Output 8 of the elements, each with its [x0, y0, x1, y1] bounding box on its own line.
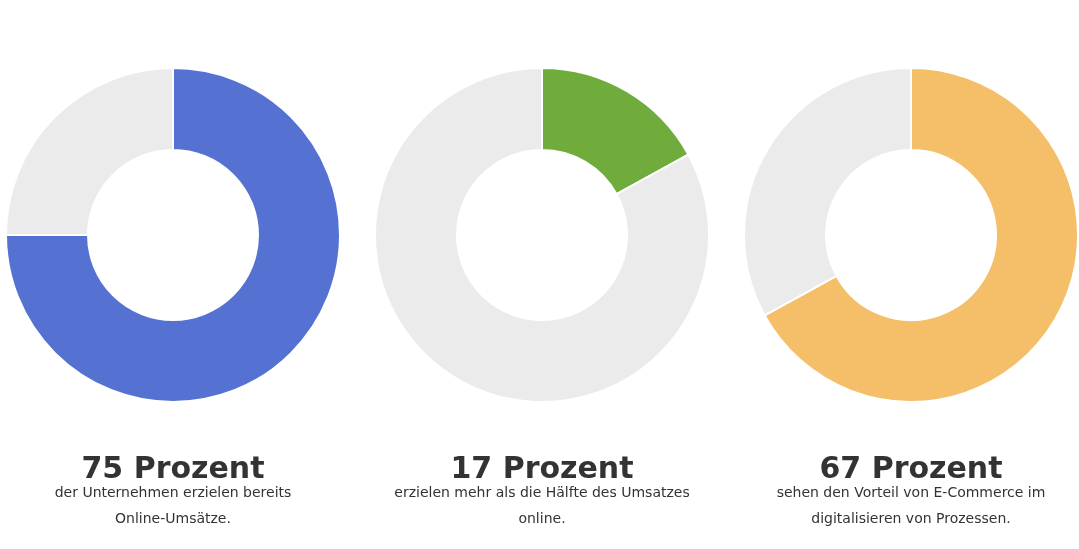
donut-slice [374, 67, 710, 403]
text: der Unternehmen erzielen bereits Online-Umsätze. [54, 484, 292, 526]
text: 67 Prozent [819, 450, 1003, 485]
donut-slice [5, 67, 341, 403]
text: erzielen mehr als die Hälfte des Umsatzes online. [394, 484, 690, 526]
text: sehen den Vorteil von E-Commerce im digitalisieren von Prozessen. [776, 484, 1046, 526]
text: 75 Prozent [81, 450, 265, 485]
text: 17 Prozent [450, 450, 634, 485]
